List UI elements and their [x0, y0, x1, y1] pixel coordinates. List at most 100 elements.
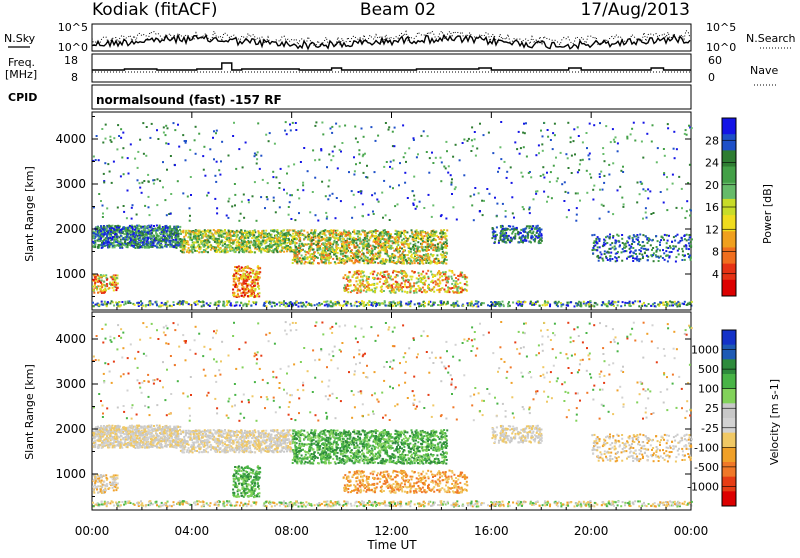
power-pixel	[149, 235, 151, 237]
power-pixel	[452, 272, 454, 274]
power-pixel	[340, 250, 342, 252]
power-pixel	[358, 279, 360, 281]
power-pixel	[612, 247, 614, 249]
power-pixel	[401, 232, 403, 234]
power-pixel	[453, 280, 455, 282]
power-pixel	[598, 260, 600, 262]
power-pixel	[360, 273, 362, 275]
power-pixel	[375, 243, 377, 245]
power-pixel	[610, 252, 612, 254]
power-pixel	[98, 244, 100, 246]
power-pixel	[328, 246, 330, 248]
power-pixel	[304, 250, 306, 252]
power-pixel	[392, 288, 394, 290]
power-pixel	[95, 235, 97, 237]
power-pixel	[258, 267, 260, 269]
power-pixel	[418, 290, 420, 292]
power-pixel	[339, 257, 341, 259]
power-pixel	[373, 239, 375, 241]
power-pixel	[116, 226, 118, 228]
power-pixel	[134, 304, 136, 306]
power-pixel	[400, 236, 402, 238]
power-pixel	[312, 233, 314, 235]
power-pixel	[311, 240, 313, 242]
power-pixel	[210, 236, 212, 238]
power-pixel	[331, 248, 333, 250]
power-pixel	[642, 257, 644, 259]
power-pixel	[528, 227, 530, 229]
power-pixel	[301, 255, 303, 257]
power-pixel	[684, 301, 686, 303]
power-pixel	[113, 275, 115, 277]
power-pixel	[157, 235, 159, 237]
power-pixel	[690, 257, 692, 259]
power-pixel	[344, 255, 346, 257]
power-pixel	[142, 246, 144, 248]
power-pixel	[103, 281, 105, 283]
power-pixel	[236, 244, 238, 246]
power-pixel	[221, 234, 223, 236]
date-title: 17/Aug/2013	[580, 0, 690, 20]
power-pixel	[159, 225, 161, 227]
power-pixel	[175, 239, 177, 241]
power-pixel	[449, 270, 451, 272]
power-pixel	[189, 230, 191, 232]
power-pixel	[407, 254, 409, 256]
power-pixel	[395, 285, 397, 287]
power-pixel	[289, 246, 291, 248]
power-pixel	[253, 231, 255, 233]
power-pixel	[367, 286, 369, 288]
power-pixel	[254, 273, 256, 275]
power-pixel	[161, 228, 163, 230]
power-pixel	[196, 250, 198, 252]
power-pixel	[432, 230, 434, 232]
power-pixel	[413, 244, 415, 246]
power-pixel	[140, 240, 142, 242]
power-pixel	[188, 247, 190, 249]
power-pixel	[383, 274, 385, 276]
power-pixel	[662, 257, 664, 259]
power-pixel	[364, 232, 366, 234]
power-pixel	[257, 286, 259, 288]
power-pixel	[525, 227, 527, 229]
power-pixel	[527, 237, 529, 239]
power-pixel	[395, 241, 397, 243]
power-pixel	[376, 283, 378, 285]
power-pixel	[133, 246, 135, 248]
power-pixel	[599, 238, 601, 240]
power-pixel	[510, 237, 512, 239]
power-pixel	[140, 226, 142, 228]
power-pixel	[392, 247, 394, 249]
power-pixel	[642, 241, 644, 243]
power-pixel	[656, 246, 658, 248]
power-pixel	[388, 285, 390, 287]
power-pixel	[282, 247, 284, 249]
power-pixel	[422, 260, 424, 262]
power-pixel	[326, 248, 328, 250]
power-pixel	[203, 249, 205, 251]
noise-panel: N.Sky 10^5 10^0 10^5 10^0 N.Search	[4, 21, 796, 54]
power-pixel	[410, 291, 412, 293]
power-pixel	[378, 236, 380, 238]
power-pixel	[132, 233, 134, 235]
power-pixel	[283, 238, 285, 240]
power-pixel	[108, 242, 110, 244]
power-pixel	[323, 233, 325, 235]
power-pixel	[592, 247, 594, 249]
power-pixel	[255, 279, 257, 281]
power-pixel	[363, 262, 365, 264]
power-pixel	[404, 283, 406, 285]
power-pixel	[252, 272, 254, 274]
power-pixel	[621, 238, 623, 240]
power-pixel	[366, 235, 368, 237]
power-pixel	[366, 252, 368, 254]
power-pixel	[260, 248, 262, 250]
power-pixel	[136, 245, 138, 247]
power-pixel	[366, 289, 368, 291]
power-pixel	[269, 239, 271, 241]
nsky-label: N.Sky	[4, 32, 36, 45]
power-pixel	[258, 240, 260, 242]
power-pixel	[413, 260, 415, 262]
power-pixel	[391, 261, 393, 263]
